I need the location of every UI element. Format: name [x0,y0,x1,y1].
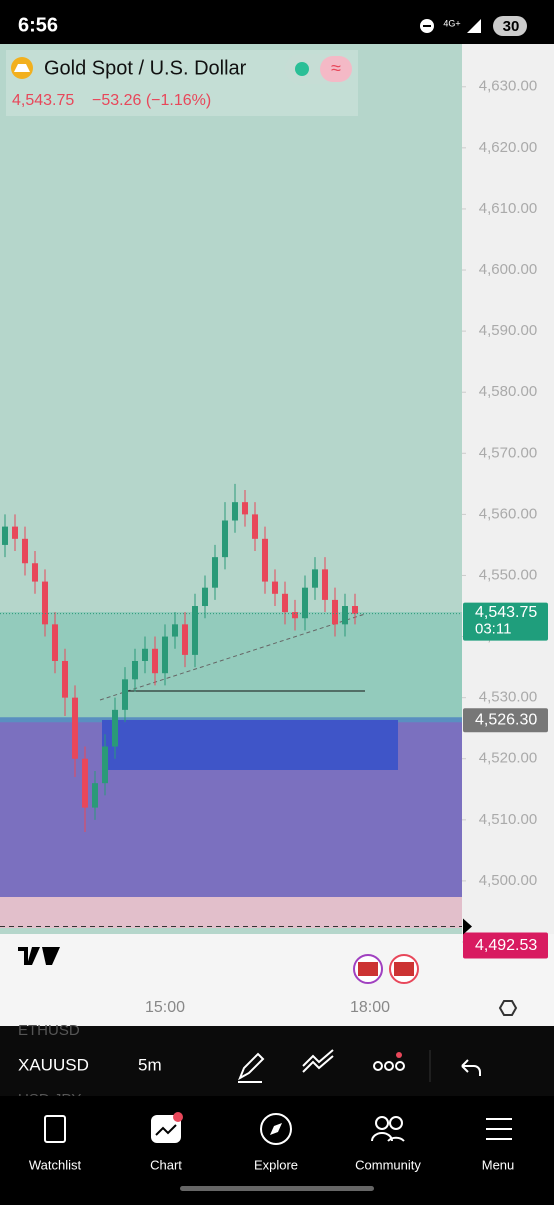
y-tick-label: 4,500.00 [479,872,537,889]
candle-body [72,697,78,759]
y-tick-label: 4,610.00 [479,200,537,217]
candle-body [52,624,58,661]
candle-body [32,563,38,582]
candle-body [292,612,298,619]
battery: 30 [503,18,520,35]
svg-text:≈: ≈ [331,58,341,78]
level-label: 4,526.30 [475,711,537,728]
candle-body [172,624,178,637]
candle-body [22,538,28,564]
network: 4G+ [443,18,460,28]
y-tick-label: 4,580.00 [479,383,537,400]
y-tick-label: 4,550.00 [479,566,537,583]
nav-label[interactable]: Menu [482,1157,515,1172]
nav-label[interactable]: Watchlist [29,1157,82,1172]
y-tick-label: 4,530.00 [479,689,537,706]
candle-body [112,709,118,747]
price-tag [463,602,548,641]
last-price-label: 4,543.75 [475,604,537,621]
price-tag [463,932,548,959]
clock: 6:56 [18,14,58,36]
candle-body [192,606,198,655]
y-tick-label: 4,570.00 [479,444,537,461]
y-tick-label: 4,600.00 [479,261,537,278]
price-tag [463,708,548,733]
nav-label[interactable]: Community [355,1157,421,1172]
candle-body [312,569,318,588]
candle-body [262,538,268,582]
level-label: 4,492.53 [475,937,537,954]
y-tick-label: 4,560.00 [479,505,537,522]
candle-body [122,679,128,710]
symbol[interactable]: XAUUSD [18,1055,89,1074]
blue-box [102,720,398,770]
y-tick-label: 4,510.00 [479,811,537,828]
candle-body [222,520,228,558]
prev-symbol[interactable]: ETHUSD [18,1022,80,1039]
time-label: 18:00 [350,999,390,1016]
candle-body [2,526,8,545]
candle-body [212,557,218,588]
time-label: 15:00 [145,999,185,1016]
symbol-title: Gold Spot / U.S. Dollar [44,57,247,79]
candle-body [332,599,338,625]
zone-pink [0,897,462,928]
candle-body [42,581,48,625]
y-tick-label: 4,590.00 [479,322,537,339]
nav-label[interactable]: Chart [150,1157,182,1172]
countdown: 03:11 [475,621,511,638]
candle-body [342,606,348,625]
candle-body [202,587,208,607]
price: 4,543.75 [12,92,74,109]
candle-body [162,636,168,674]
candle-body [252,514,258,539]
level-marker [463,918,472,935]
change: −53.26 (−1.16%) [92,92,211,109]
y-tick-label: 4,630.00 [479,78,537,95]
candle-body [182,624,188,655]
candle-body [242,502,248,515]
y-tick-label: 4,520.00 [479,750,537,767]
candle-body [92,783,98,808]
candle-body [82,758,88,808]
candle-body [102,746,108,784]
candle-body [62,660,68,698]
candle-body [352,606,358,614]
level-line [0,717,462,723]
nav-label[interactable]: Explore [254,1157,298,1172]
candle-body [302,587,308,619]
trend-line [99,613,366,701]
candle-body [142,648,148,661]
zone-green [0,612,462,721]
interval[interactable]: 5m [138,1055,162,1074]
candle-body [272,581,278,594]
candle-body [322,569,328,600]
y-tick-label: 4,620.00 [479,139,537,156]
candle-body [132,660,138,680]
candle-body [152,648,158,674]
candle-body [282,593,288,613]
candle-body [12,526,18,539]
candle-body [232,502,238,521]
